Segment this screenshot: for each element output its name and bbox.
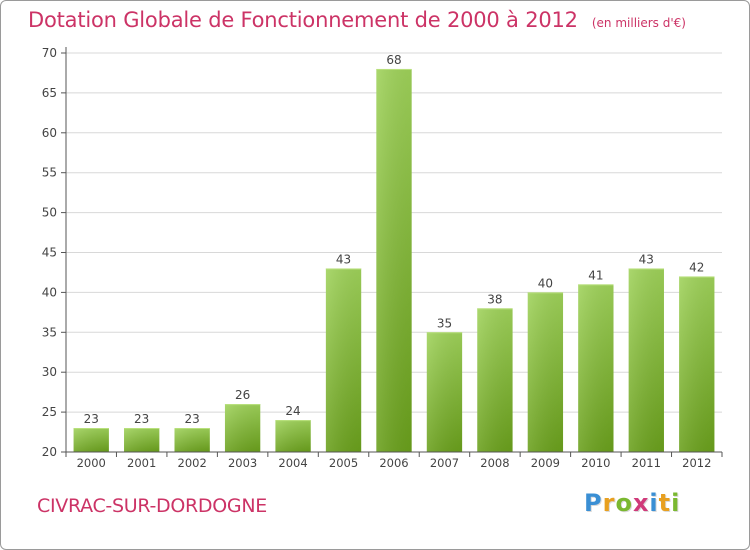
value-label-2002: 23 bbox=[185, 412, 200, 426]
bar-shade-2007 bbox=[426, 332, 463, 452]
logo-letter: i bbox=[671, 489, 681, 517]
chart-subtitle: (en milliers d'€) bbox=[591, 16, 686, 30]
value-label-2005: 43 bbox=[336, 252, 351, 266]
value-label-2006: 68 bbox=[386, 53, 401, 67]
x-tick-label-2000: 2000 bbox=[77, 456, 106, 470]
bar-shade-2006 bbox=[376, 68, 412, 453]
bar-shade-2003 bbox=[224, 404, 261, 452]
town-name: CIVRAC-SUR-DORDOGNE bbox=[37, 495, 267, 517]
chart-title: Dotation Globale de Fonctionnement de 20… bbox=[28, 8, 686, 32]
bar-shade-2008 bbox=[477, 308, 513, 452]
y-tick-label: 25 bbox=[42, 405, 57, 419]
value-label-2000: 23 bbox=[84, 412, 99, 426]
bar-shade-2001 bbox=[124, 428, 160, 452]
bar-shade-2010 bbox=[578, 284, 614, 452]
logo-letter: t bbox=[658, 489, 672, 517]
axis-layer: 20 25 30 35 40 45 50 55 60 65 70 2000 2001 2002 2003 20… bbox=[42, 46, 723, 470]
x-tick-label-2004: 2004 bbox=[278, 456, 307, 470]
chart-title-text: Dotation Globale de Fonctionnement de 20… bbox=[28, 8, 578, 32]
value-label-2012: 42 bbox=[689, 260, 704, 274]
x-tick-label-2012: 2012 bbox=[682, 456, 711, 470]
value-label-2010: 41 bbox=[588, 268, 603, 282]
bar-shade-2004 bbox=[275, 420, 311, 452]
x-tick-label-2009: 2009 bbox=[531, 456, 560, 470]
y-tick-label: 45 bbox=[42, 246, 57, 260]
x-tick-label-2005: 2005 bbox=[329, 456, 358, 470]
y-tick-label: 50 bbox=[42, 206, 57, 220]
x-tick-label-2003: 2003 bbox=[228, 456, 257, 470]
y-tick-label: 20 bbox=[42, 445, 57, 459]
value-label-2009: 40 bbox=[538, 276, 553, 290]
bar-shade-2012 bbox=[679, 276, 715, 452]
y-tick-label: 40 bbox=[42, 285, 57, 299]
value-label-2011: 43 bbox=[639, 252, 654, 266]
value-label-2004: 24 bbox=[285, 404, 300, 418]
bar-shade-2011 bbox=[628, 268, 664, 452]
value-label-2003: 26 bbox=[235, 388, 250, 402]
x-tick-label-2007: 2007 bbox=[430, 456, 459, 470]
y-tick-label: 30 bbox=[42, 365, 57, 379]
logo-letter: P bbox=[584, 489, 603, 517]
x-tick-label-2001: 2001 bbox=[127, 456, 156, 470]
y-tick-label: 60 bbox=[42, 126, 57, 140]
y-tick-label: 35 bbox=[42, 325, 57, 339]
logo-letter: r bbox=[602, 489, 616, 517]
x-tick-label-2006: 2006 bbox=[379, 456, 408, 470]
bar-layer: 23 23 23 26 24 43 68 35 38 40 41 43 42 bbox=[73, 53, 715, 453]
logo-letter: i bbox=[649, 489, 659, 517]
bar-shade-2000 bbox=[73, 428, 109, 452]
y-tick-label: 55 bbox=[42, 166, 57, 180]
x-tick-label-2011: 2011 bbox=[632, 456, 661, 470]
logo-letter: x bbox=[632, 489, 650, 517]
value-label-2007: 35 bbox=[437, 316, 452, 330]
value-label-2001: 23 bbox=[134, 412, 149, 426]
bar-shade-2005 bbox=[325, 268, 362, 452]
bar-shade-2002 bbox=[174, 428, 210, 452]
y-tick-label: 70 bbox=[42, 46, 57, 60]
x-tick-label-2002: 2002 bbox=[178, 456, 207, 470]
x-tick-label-2010: 2010 bbox=[581, 456, 610, 470]
value-label-2008: 38 bbox=[487, 292, 502, 306]
bar-shade-2009 bbox=[527, 292, 564, 452]
y-tick-label: 65 bbox=[42, 86, 57, 100]
x-tick-label-2008: 2008 bbox=[480, 456, 509, 470]
logo-letter: o bbox=[615, 489, 633, 517]
proxiti-logo: Proxiti bbox=[584, 489, 680, 517]
